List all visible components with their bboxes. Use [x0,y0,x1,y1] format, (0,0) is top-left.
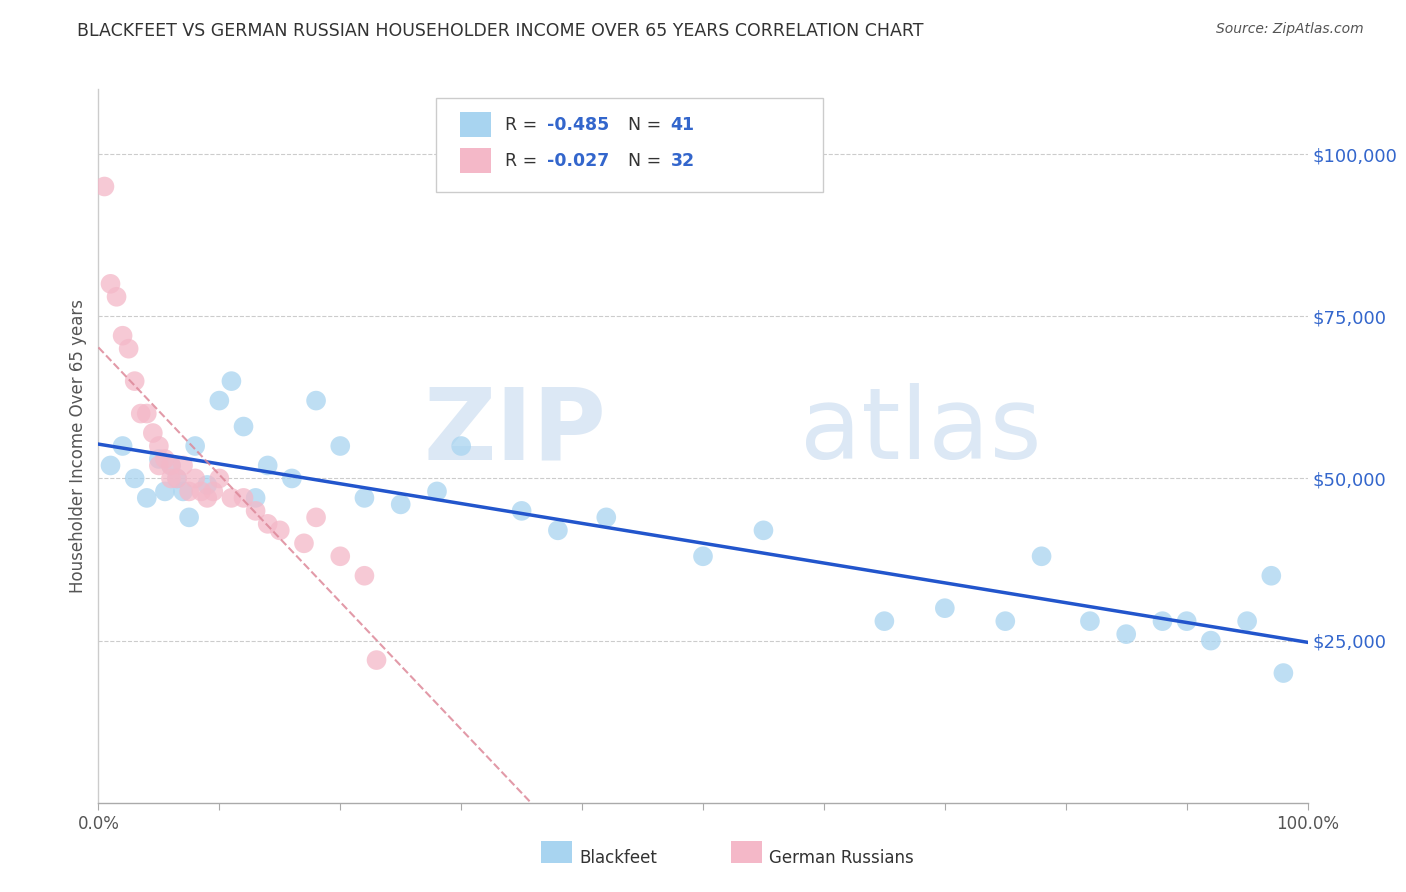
Point [329,439,352,453]
Point [353,568,375,582]
Point [389,497,412,511]
Point [184,471,207,485]
Point [752,524,775,538]
Point [166,471,188,485]
Point [450,439,472,453]
Text: Blackfeet: Blackfeet [579,849,657,867]
Point [221,491,243,505]
Point [305,510,328,524]
Point [269,524,291,538]
Point [93,179,115,194]
Point [510,504,533,518]
Point [281,471,304,485]
Text: -0.027: -0.027 [547,152,609,169]
Point [118,342,141,356]
Point [994,614,1017,628]
Point [172,484,194,499]
Point [245,491,267,505]
Text: R =: R = [505,152,543,169]
Text: ZIP: ZIP [423,384,606,480]
Point [184,439,207,453]
Point [190,484,212,499]
Point [124,471,146,485]
Point [547,524,569,538]
Point [1199,633,1222,648]
Point [153,484,176,499]
Point [208,471,231,485]
Point [179,484,201,499]
Point [153,452,176,467]
Point [111,328,134,343]
Point [111,439,134,453]
Text: BLACKFEET VS GERMAN RUSSIAN HOUSEHOLDER INCOME OVER 65 YEARS CORRELATION CHART: BLACKFEET VS GERMAN RUSSIAN HOUSEHOLDER … [77,22,924,40]
Point [353,491,375,505]
Point [1078,614,1101,628]
Text: atlas: atlas [800,384,1042,480]
Point [160,458,183,473]
Point [292,536,315,550]
Point [135,491,157,505]
Point [124,374,146,388]
Point [195,491,218,505]
Y-axis label: Householder Income Over 65 years: Householder Income Over 65 years [69,299,87,593]
Point [135,407,157,421]
Point [256,516,278,531]
Point [1175,614,1198,628]
Point [221,374,243,388]
Text: R =: R = [505,116,543,134]
Point [232,491,254,505]
Text: N =: N = [617,116,666,134]
Text: N =: N = [617,152,666,169]
Text: 41: 41 [671,116,695,134]
Point [148,458,170,473]
Point [148,439,170,453]
Point [692,549,714,564]
Point [426,484,449,499]
Point [202,484,225,499]
Text: German Russians: German Russians [769,849,914,867]
Point [166,471,188,485]
Point [366,653,388,667]
Point [172,458,194,473]
Point [148,452,170,467]
Point [1115,627,1137,641]
Point [934,601,956,615]
Point [1236,614,1258,628]
Point [232,419,254,434]
Point [129,407,152,421]
Text: -0.485: -0.485 [547,116,609,134]
Point [1152,614,1174,628]
Point [595,510,617,524]
Point [179,510,201,524]
Point [329,549,352,564]
Point [100,458,122,473]
Point [100,277,122,291]
Point [195,478,218,492]
Point [160,471,183,485]
Point [1031,549,1053,564]
Point [208,393,231,408]
Point [160,458,183,473]
Point [1272,666,1295,681]
Point [873,614,896,628]
Text: 32: 32 [671,152,695,169]
Point [305,393,328,408]
Text: Source: ZipAtlas.com: Source: ZipAtlas.com [1216,22,1364,37]
Point [245,504,267,518]
Point [1260,568,1282,582]
Point [105,290,128,304]
Point [256,458,278,473]
Point [142,425,165,440]
